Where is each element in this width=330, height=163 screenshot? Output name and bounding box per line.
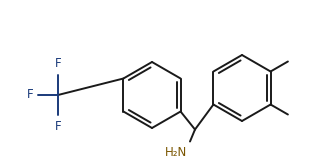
Text: F: F <box>55 120 61 133</box>
Text: F: F <box>27 89 34 102</box>
Text: F: F <box>55 57 61 70</box>
Text: H₂N: H₂N <box>165 146 187 158</box>
